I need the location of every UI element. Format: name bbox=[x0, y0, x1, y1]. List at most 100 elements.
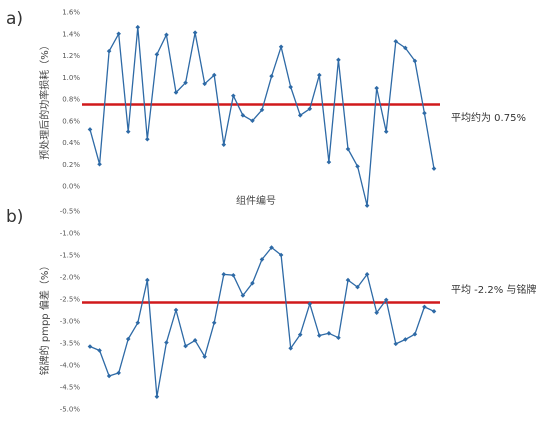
panel-a-series-line bbox=[89, 26, 435, 207]
panel-a-y-tick-label: 0.6% bbox=[62, 117, 80, 125]
panel-b-data-point bbox=[116, 370, 121, 376]
panel-a: a) 预处理后的功率损耗（%） 0.0% 0.2% 0.4% 0.6% 0.8% 1.0%… bbox=[6, 9, 526, 208]
panel-a-data-point bbox=[326, 159, 332, 165]
panel-b-y-tick-label: -1.5% bbox=[60, 252, 81, 260]
panel-a-data-point bbox=[183, 80, 188, 85]
panel-a-y-tick-label: 1.6% bbox=[62, 9, 80, 17]
panel-b-series-line bbox=[89, 246, 435, 398]
panel-a-data-point bbox=[154, 52, 160, 57]
panel-b-y-tick-label: -4.0% bbox=[60, 362, 81, 370]
panel-a-data-point bbox=[87, 127, 93, 132]
panel-b-data-point bbox=[355, 284, 360, 290]
panel-a-data-point bbox=[211, 72, 217, 78]
panel-a-data-point bbox=[135, 24, 141, 30]
panel-a-data-point bbox=[336, 57, 341, 63]
panel-a-data-point bbox=[106, 48, 112, 54]
panel-a-x-axis-label: 组件编号 bbox=[236, 194, 276, 207]
panel-a-data-point bbox=[202, 81, 207, 87]
panel-a-data-point bbox=[145, 136, 150, 142]
panel-b-data-point bbox=[326, 331, 332, 336]
panel-a-data-point bbox=[374, 85, 379, 91]
panel-b-data-point bbox=[364, 272, 370, 277]
panel-b-data-point bbox=[297, 332, 303, 337]
panel-b: b) 铭牌的 pmpp 偏差（%） -0.5% -1.0% -1.5% -2.0% -2… bbox=[6, 207, 536, 414]
panel-b-data-point bbox=[422, 304, 427, 310]
panel-a-data-point bbox=[221, 142, 227, 147]
panel-b-y-axis-label: 铭牌的 pmpp 偏差（%） bbox=[38, 261, 51, 376]
panel-a-mean-annotation: 平均约为 0.75% bbox=[451, 111, 526, 124]
panel-b-data-point bbox=[307, 301, 313, 307]
panel-b-data-point bbox=[317, 333, 322, 338]
panel-b-data-point bbox=[374, 310, 379, 315]
panel-a-data-point bbox=[231, 93, 236, 99]
panel-a-data-point bbox=[269, 73, 274, 79]
panel-a-data-point bbox=[422, 110, 427, 116]
panel-a-y-tick-label: 1.2% bbox=[62, 52, 80, 60]
panel-a-y-tick-label: 0.2% bbox=[62, 161, 80, 169]
panel-b-data-point bbox=[125, 336, 131, 342]
panel-a-data-point bbox=[97, 161, 102, 167]
panel-a-y-tick-label: 0.8% bbox=[62, 96, 80, 104]
panel-a-data-point bbox=[173, 90, 179, 95]
panel-a-data-point bbox=[355, 164, 360, 169]
panel-a-series bbox=[87, 24, 437, 208]
panel-b-data-point bbox=[231, 272, 236, 278]
panel-a-data-point bbox=[412, 58, 418, 64]
panel-a-letter: a) bbox=[6, 9, 23, 29]
panel-b-y-tick-label: -2.0% bbox=[60, 274, 81, 282]
panel-a-data-point bbox=[250, 118, 255, 124]
panel-a-data-point bbox=[403, 45, 408, 51]
panel-a-data-point bbox=[164, 32, 169, 38]
panel-a-y-axis-label: 预处理后的功率损耗（%） bbox=[38, 40, 51, 160]
panel-b-data-point bbox=[336, 335, 341, 341]
panel-b-data-point bbox=[106, 373, 112, 379]
panel-b-data-point bbox=[135, 320, 141, 326]
panel-b-data-point bbox=[192, 338, 198, 343]
panel-b-y-tick-label: -0.5% bbox=[60, 208, 81, 216]
panel-a-data-point bbox=[297, 113, 303, 118]
panel-b-data-point bbox=[202, 354, 207, 359]
panel-a-data-point bbox=[383, 129, 389, 134]
panel-b-data-point bbox=[393, 341, 399, 347]
panel-a-data-point bbox=[317, 72, 322, 78]
panel-a-data-point bbox=[240, 113, 246, 118]
panel-b-y-tick-label: -3.5% bbox=[60, 340, 81, 348]
panel-b-data-point bbox=[278, 252, 284, 258]
panel-b-mean-annotation: 平均 -2.2% 与铭牌 bbox=[451, 283, 536, 296]
panel-a-data-point bbox=[125, 129, 131, 134]
panel-b-data-point bbox=[87, 344, 93, 349]
panel-b-data-point bbox=[259, 257, 265, 262]
panel-a-y-tick-label: 0.4% bbox=[62, 139, 80, 147]
panel-b-data-point bbox=[403, 337, 408, 342]
panel-b-data-point bbox=[154, 394, 160, 399]
panel-b-data-point bbox=[383, 297, 389, 303]
panel-b-series bbox=[87, 245, 437, 399]
panel-a-data-point bbox=[259, 107, 265, 113]
panel-b-y-tick-label: -5.0% bbox=[60, 406, 81, 414]
panel-b-y-tick-label: -2.5% bbox=[60, 296, 81, 304]
panel-b-y-tick-label: -1.0% bbox=[60, 230, 81, 238]
panel-b-data-point bbox=[145, 277, 150, 283]
panel-b-data-point bbox=[288, 345, 293, 351]
panel-b-data-point bbox=[431, 309, 437, 314]
panel-a-y-tick-label: 1.4% bbox=[62, 30, 80, 38]
panel-b-data-point bbox=[221, 272, 227, 277]
panel-b-letter: b) bbox=[6, 207, 23, 227]
panel-b-y-tick-label: -4.5% bbox=[60, 384, 81, 392]
panel-a-data-point bbox=[192, 30, 198, 35]
panel-b-y-tick-label: -3.0% bbox=[60, 318, 81, 326]
panel-b-data-point bbox=[164, 340, 169, 345]
panel-a-data-point bbox=[431, 166, 437, 171]
panel-a-data-point bbox=[307, 106, 313, 112]
panel-a-data-point bbox=[345, 146, 351, 152]
panel-a-data-point bbox=[278, 44, 284, 50]
panel-a-data-point bbox=[393, 39, 399, 44]
panel-b-data-point bbox=[412, 331, 418, 337]
panel-a-data-point bbox=[364, 203, 370, 208]
panel-b-data-point bbox=[183, 343, 188, 349]
panel-a-data-point bbox=[116, 31, 121, 37]
panel-b-data-point bbox=[250, 280, 255, 286]
panel-b-data-point bbox=[345, 277, 351, 283]
panel-b-data-point bbox=[173, 307, 179, 313]
